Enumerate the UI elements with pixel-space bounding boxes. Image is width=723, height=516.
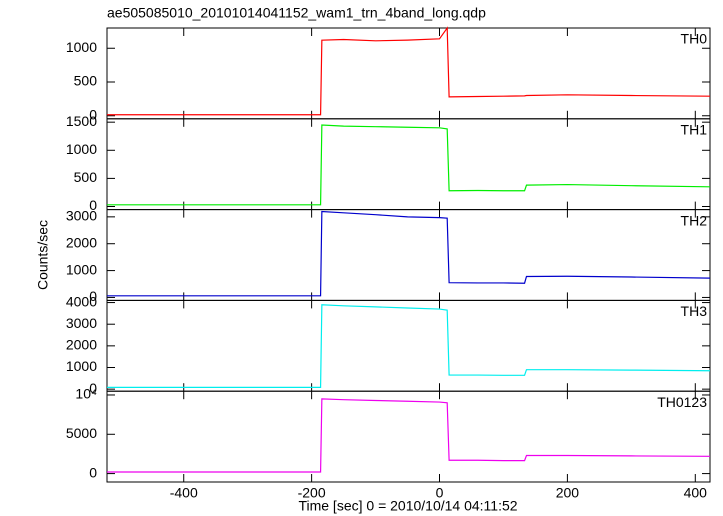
y-tick-label: 1000	[66, 358, 97, 374]
light-curve	[107, 304, 711, 389]
panel-label: TH3	[681, 303, 708, 319]
light-curve	[107, 124, 711, 206]
x-tick-label: 400	[684, 485, 708, 501]
panel-label: TH1	[681, 122, 708, 138]
y-axis-label: Counts/sec	[35, 220, 51, 290]
x-tick-label: -200	[298, 485, 326, 501]
panel-frame	[106, 27, 711, 120]
panel-frame	[106, 390, 711, 483]
y-tick-label: 10⁴	[75, 386, 97, 402]
chart-title: ae505085010_20101014041152_wam1_trn_4ban…	[107, 5, 486, 21]
y-tick-label: 1000	[66, 261, 97, 277]
y-tick-label: 500	[74, 73, 98, 89]
y-tick-label: 0	[89, 380, 97, 396]
x-axis-label: Time [sec] 0 = 2010/10/14 04:11:52	[298, 498, 517, 514]
y-tick-label: 5000	[66, 425, 97, 441]
light-curve	[107, 210, 711, 297]
panel-frame	[106, 299, 711, 392]
y-tick-label: 0	[89, 197, 97, 213]
light-curve	[107, 26, 711, 116]
y-tick-label: 2000	[66, 234, 97, 250]
panel-label: TH2	[681, 212, 708, 228]
y-tick-label: 1000	[66, 141, 97, 157]
y-tick-label: 1500	[66, 113, 97, 129]
panel-frame	[106, 209, 711, 301]
panel-label: TH0123	[657, 394, 707, 410]
x-tick-label: -400	[170, 485, 198, 501]
panel-frame	[106, 118, 711, 211]
y-tick-label: 0	[89, 464, 97, 480]
y-tick-label: 3000	[66, 208, 97, 224]
y-tick-label: 3000	[66, 315, 97, 331]
x-tick-label: 200	[556, 485, 580, 501]
y-tick-label: 0	[89, 288, 97, 304]
y-tick-label: 0	[89, 106, 97, 122]
y-tick-label: 4000	[66, 293, 97, 309]
light-curve	[107, 398, 711, 473]
y-tick-label: 2000	[66, 337, 97, 353]
y-tick-label: 1000	[66, 39, 97, 55]
panel-label: TH0	[681, 31, 708, 47]
x-tick-label: 0	[436, 485, 444, 501]
y-tick-label: 500	[74, 169, 98, 185]
